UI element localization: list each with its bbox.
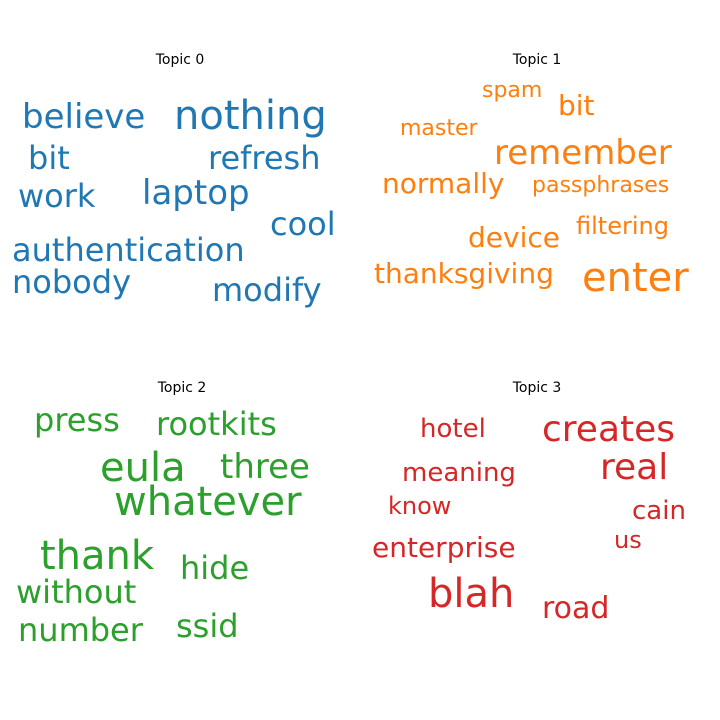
- topic-3-word-enterprise: enterprise: [372, 531, 516, 564]
- topic-0-title: Topic 0: [155, 52, 205, 68]
- topic-0-word-laptop: laptop: [142, 173, 250, 213]
- topic-0-word-refresh: refresh: [208, 139, 321, 177]
- topic-1-word-thanksgiving: thanksgiving: [374, 257, 554, 290]
- topic-3-word-know: know: [388, 492, 452, 520]
- topic-0-word-work: work: [18, 177, 96, 215]
- topic-0-word-bit: bit: [28, 139, 70, 177]
- topic-1-title: Topic 1: [512, 52, 562, 68]
- topic-1-word-master: master: [400, 116, 478, 141]
- topic-1-word-passphrases: passphrases: [532, 173, 670, 198]
- topic-3-panel: Topic 3 hotel creates real meaning know …: [360, 360, 720, 720]
- topic-1-word-spam: spam: [482, 78, 543, 103]
- topic-2-title: Topic 2: [157, 380, 207, 396]
- topic-2-word-without: without: [16, 573, 137, 611]
- topic-2-word-whatever: whatever: [114, 479, 302, 525]
- topic-0-word-authentication: authentication: [12, 231, 245, 269]
- topic-1-word-remember: remember: [494, 133, 672, 173]
- topic-0-word-nothing: nothing: [174, 93, 327, 139]
- topic-2-word-rootkits: rootkits: [156, 405, 277, 443]
- topic-2-panel: Topic 2 press rootkits eula three whatev…: [0, 360, 360, 720]
- topic-2-word-ssid: ssid: [176, 607, 239, 645]
- topic-0-panel: Topic 0 believe nothing bit refresh work…: [0, 0, 360, 360]
- topic-2-word-three: three: [220, 447, 310, 487]
- topic-0-word-nobody: nobody: [12, 263, 131, 301]
- topic-3-word-meaning: meaning: [402, 458, 516, 488]
- topic-1-word-filtering: filtering: [576, 212, 669, 240]
- topic-3-word-cain: cain: [632, 496, 686, 526]
- topic-1-word-bit: bit: [558, 89, 595, 122]
- topic-3-word-us: us: [614, 526, 642, 554]
- topic-0-word-cool: cool: [270, 205, 336, 243]
- topic-1-word-enter: enter: [582, 255, 689, 301]
- topic-3-word-road: road: [542, 591, 610, 626]
- topic-1-word-device: device: [468, 221, 560, 254]
- topic-3-word-hotel: hotel: [420, 414, 486, 444]
- topic-2-word-hide: hide: [180, 549, 250, 587]
- topic-3-word-creates: creates: [542, 409, 676, 450]
- topic-3-word-real: real: [600, 447, 669, 488]
- topic-0-word-modify: modify: [212, 271, 322, 309]
- topic-2-word-press: press: [34, 401, 120, 439]
- topic-1-panel: Topic 1 spam bit master remember normall…: [360, 0, 720, 360]
- topic-2-word-thank: thank: [40, 533, 155, 579]
- topic-3-word-blah: blah: [428, 571, 515, 617]
- topic-0-word-believe: believe: [22, 97, 146, 137]
- topic-2-word-number: number: [18, 611, 143, 649]
- topic-1-word-normally: normally: [382, 167, 505, 200]
- topic-3-title: Topic 3: [512, 380, 562, 396]
- topic-2-word-eula: eula: [100, 445, 186, 491]
